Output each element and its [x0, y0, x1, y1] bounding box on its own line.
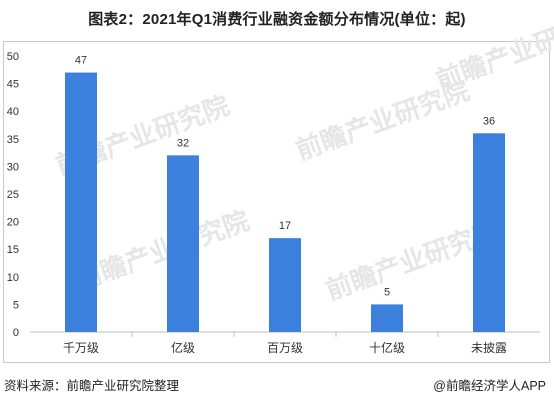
watermark-text: 前瞻产业研究院 [432, 5, 554, 96]
y-tick-label: 25 [7, 189, 19, 201]
x-tick-label: 千万级 [63, 341, 99, 355]
bar-value-label: 5 [384, 286, 390, 298]
y-tick-label: 35 [7, 134, 19, 146]
bar [167, 155, 199, 332]
y-tick-label: 0 [13, 327, 19, 339]
y-tick-label: 50 [7, 51, 19, 63]
brand-credit: @前瞻经济学人APP [433, 379, 546, 393]
bar-value-label: 47 [75, 55, 87, 67]
bar-series [65, 72, 505, 332]
bar [473, 133, 505, 332]
y-axis-ticks: 0 5 10 15 20 25 30 35 40 45 50 [7, 51, 19, 339]
y-tick-label: 30 [7, 161, 19, 173]
y-tick-label: 15 [7, 244, 19, 256]
x-tick-label: 亿级 [171, 340, 195, 355]
bar [65, 72, 97, 332]
bar [269, 238, 301, 332]
x-tick-label: 十亿级 [369, 340, 405, 355]
bar [371, 304, 403, 332]
y-tick-label: 5 [13, 299, 19, 311]
x-tick-label: 未披露 [471, 341, 507, 355]
bar-value-label: 32 [177, 137, 189, 149]
y-tick-label: 45 [7, 79, 19, 91]
y-tick-label: 40 [7, 106, 19, 118]
watermark-text: 前瞻产业研究院 [72, 205, 254, 296]
x-tick-label: 百万级 [267, 341, 303, 355]
source-note: 资料来源：前瞻产业研究院整理 [4, 379, 180, 393]
bar-value-label: 36 [483, 115, 495, 127]
data-labels: 47 32 17 5 36 [75, 55, 495, 299]
chart-title: 图表2：2021年Q1消费行业融资金额分布情况(单位：起) [88, 11, 466, 28]
x-axis-labels: 千万级 亿级 百万级 十亿级 未披露 [63, 332, 507, 355]
y-tick-label: 10 [7, 272, 19, 284]
y-tick-label: 20 [7, 217, 19, 229]
bar-value-label: 17 [279, 220, 291, 232]
